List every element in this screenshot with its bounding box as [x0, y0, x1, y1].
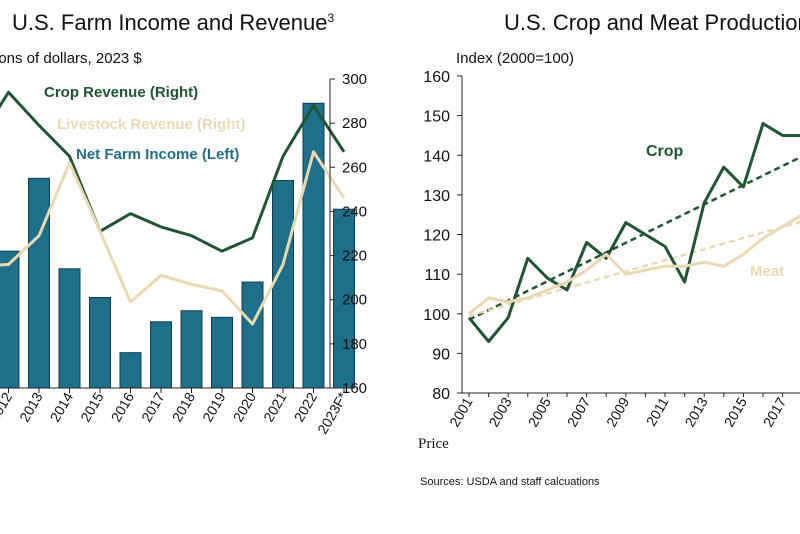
- x-tick-label: 2022: [291, 389, 321, 424]
- production-chart-title: U.S. Crop and Meat Production4: [504, 10, 800, 35]
- x-tick-label: 2021: [260, 389, 290, 424]
- x-tick-label: 2017: [138, 389, 168, 424]
- x-tick-label: 2014: [47, 389, 77, 424]
- legend-livestock-revenue: Livestock Revenue (Right): [57, 116, 245, 133]
- production-chart: U.S. Crop and Meat Production4 Index (20…: [423, 10, 800, 429]
- y-tick-label: 120: [423, 228, 450, 245]
- crop-trendline: [468, 156, 800, 321]
- y-tick-label: 180: [342, 336, 367, 353]
- net-farm-income-bar: [0, 250, 20, 389]
- x-tick-label: 2005: [525, 394, 555, 429]
- net-farm-income-bar: [89, 297, 111, 389]
- net-farm-income-bar: [58, 268, 81, 389]
- x-tick-label: 2015: [721, 394, 751, 429]
- series-label-meat: Meat: [750, 263, 784, 280]
- x-tick-label: 2012: [0, 389, 15, 424]
- x-tick-label: 2007: [564, 394, 594, 429]
- farm-income-chart-title: U.S. Farm Income and Revenue3: [12, 10, 334, 35]
- production-y-axis-label: Index (2000=100): [456, 50, 574, 67]
- x-tick-label: 2011: [643, 394, 672, 428]
- net-farm-income-bar: [150, 321, 172, 389]
- series-label-crop: Crop: [646, 143, 684, 160]
- x-tick-label: 2023F*: [314, 389, 351, 437]
- y-tick-label: 280: [342, 115, 367, 132]
- x-tick-label: 2009: [603, 394, 633, 429]
- y-tick-label: 200: [342, 292, 367, 309]
- crop-production-line: [467, 122, 800, 343]
- y-tick-label: 110: [424, 267, 450, 284]
- y-tick-label: 130: [423, 188, 450, 205]
- y-tick-label: 90: [432, 346, 450, 363]
- net-farm-income-bar: [272, 180, 294, 389]
- production-trendlines: [468, 156, 800, 321]
- x-tick-label: 2018: [169, 389, 199, 424]
- x-tick-label: 2003: [485, 394, 515, 429]
- legend-crop-revenue: Crop Revenue (Right): [44, 84, 198, 101]
- x-axis-note: Price: [418, 436, 449, 452]
- net-farm-income-bar: [119, 352, 142, 389]
- legend-net-farm-income: Net Farm Income (Left): [76, 146, 239, 163]
- farm-income-left-axis-label: Billions of dollars, 2023 $: [0, 50, 142, 67]
- x-tick-label: 2020: [230, 389, 260, 424]
- y-tick-label: 220: [342, 248, 367, 265]
- x-tick-label: 2015: [77, 389, 107, 424]
- x-tick-label: 2019: [199, 389, 229, 424]
- y-tick-label: 160: [423, 69, 450, 86]
- y-tick-label: 80: [432, 386, 450, 403]
- production-lines: [467, 122, 800, 343]
- x-tick-label: 2013: [681, 394, 711, 429]
- net-farm-income-bar: [302, 102, 325, 389]
- x-tick-label: 2017: [760, 394, 790, 429]
- net-farm-income-bar: [180, 310, 203, 389]
- x-tick-label: 2016: [108, 389, 138, 424]
- farm-income-legend: Crop Revenue (Right) Livestock Revenue (…: [44, 84, 245, 163]
- livestock-revenue-line: [0, 150, 346, 326]
- y-tick-label: 260: [342, 159, 367, 176]
- sources-note: Sources: USDA and staff calcuations: [420, 476, 600, 488]
- y-tick-label: 150: [423, 109, 450, 126]
- y-tick-label: 300: [342, 71, 367, 88]
- revenue-lines: [0, 90, 346, 326]
- x-tick-label: 2013: [16, 389, 46, 424]
- net-farm-income-bar: [28, 177, 50, 389]
- net-farm-income-bar: [241, 281, 264, 389]
- y-tick-label: 140: [423, 148, 450, 165]
- y-tick-label: 160: [342, 380, 367, 397]
- y-tick-label: 100: [423, 307, 450, 324]
- net-farm-income-bar: [211, 316, 233, 389]
- farm-income-chart: U.S. Farm Income and Revenue3 Billions o…: [0, 10, 367, 437]
- crop-revenue-line: [0, 90, 346, 253]
- meat-trendline: [468, 220, 800, 317]
- x-tick-label: 2001: [446, 394, 476, 429]
- meat-production-line: [468, 214, 800, 315]
- y-tick-label: 240: [342, 203, 367, 220]
